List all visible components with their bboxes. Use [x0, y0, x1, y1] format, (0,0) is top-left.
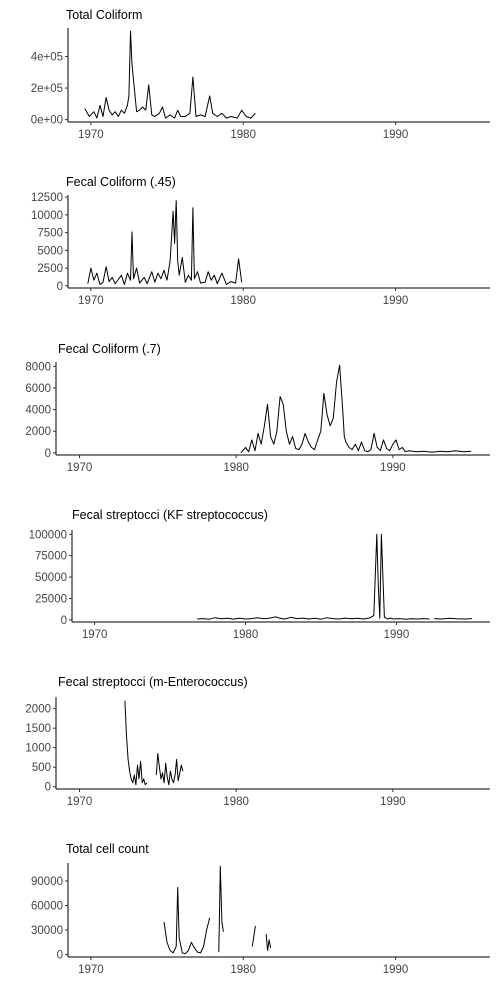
y-tick-label: 5000	[37, 245, 63, 257]
x-tick-label: 1990	[380, 462, 406, 474]
panel-4: Fecal streptocci (KF streptococcus) 0 2500…	[29, 508, 490, 641]
y-tick-label: 0	[45, 782, 51, 794]
y-tick-label: 500	[32, 762, 51, 774]
y-tick-label: 100000	[29, 529, 67, 541]
series-line	[124, 700, 148, 786]
x-tick-label: 1980	[233, 629, 259, 641]
y-tick-label: 2e+05	[31, 83, 63, 95]
x-tick-label: 1980	[230, 129, 256, 141]
y-tick-label: 75000	[35, 551, 67, 563]
x-tick-label: 1970	[78, 964, 104, 976]
y-tick-label: 2000	[25, 704, 51, 716]
panel-title: Fecal Coliform (.45)	[66, 175, 176, 189]
y-tick-label: 1500	[25, 723, 51, 735]
x-tick-label: 1980	[223, 462, 249, 474]
y-tick-label: 7500	[37, 228, 63, 240]
x-tick-label: 1980	[230, 964, 256, 976]
x-tick-label: 1970	[67, 796, 93, 808]
y-tick-label: 2000	[25, 426, 51, 438]
panel-3: Fecal Coliform (.7) 0 2000 4000 6000 8000 1970…	[25, 342, 490, 474]
y-tick-label: 2500	[37, 263, 63, 275]
panel-5: Fecal streptocci (m-Enterococcus) 0 500 100…	[25, 675, 490, 808]
y-tick-label: 0e+00	[31, 115, 63, 127]
x-tick-label: 1970	[82, 629, 108, 641]
y-tick-label: 0	[57, 281, 63, 293]
y-tick-label: 1000	[25, 743, 51, 755]
y-tick-label: 30000	[31, 925, 63, 937]
x-tick-label: 1970	[78, 129, 104, 141]
x-tick-label: 1990	[383, 295, 409, 307]
panel-2: Fecal Coliform (.45) 0 2500 5000 7500 10000 12…	[31, 175, 490, 307]
y-tick-label: 0	[57, 950, 63, 962]
x-tick-label: 1970	[67, 462, 93, 474]
series-line	[163, 887, 211, 955]
series-line	[84, 30, 256, 119]
panel-1: Total Coliform 0e+00 2e+05 4e+05 1970 1980 199…	[31, 8, 490, 141]
y-tick-label: 50000	[35, 572, 67, 584]
x-tick-label: 1990	[384, 629, 410, 641]
y-tick-label: 8000	[25, 361, 51, 373]
y-tick-label: 6000	[25, 383, 51, 395]
series-line	[197, 533, 430, 620]
y-tick-label: 4000	[25, 405, 51, 417]
y-tick-label: 12500	[31, 192, 63, 204]
panel-title: Fecal Coliform (.7)	[58, 342, 161, 356]
x-tick-label: 1980	[230, 295, 256, 307]
y-tick-label: 25000	[35, 593, 67, 605]
panel-title: Fecal streptocci (KF streptococcus)	[72, 508, 268, 522]
series-line	[240, 364, 472, 454]
x-tick-label: 1990	[383, 129, 409, 141]
y-tick-label: 4e+05	[31, 51, 63, 63]
y-tick-label: 0	[45, 448, 51, 460]
series-line	[265, 934, 272, 951]
panel-6: Total cell count 0 30000 60000 90000 1970 1980…	[31, 842, 490, 976]
series-line	[87, 200, 243, 285]
panel-title: Fecal streptocci (m-Enterococcus)	[58, 675, 248, 689]
series-line	[155, 753, 184, 786]
x-tick-label: 1970	[78, 295, 104, 307]
y-tick-label: 0	[61, 615, 67, 627]
y-tick-label: 90000	[31, 876, 63, 888]
series-line	[218, 865, 224, 953]
y-tick-label: 60000	[31, 901, 63, 913]
x-tick-label: 1980	[223, 796, 249, 808]
series-line	[434, 617, 472, 620]
x-tick-label: 1990	[383, 964, 409, 976]
panel-title: Total Coliform	[66, 8, 142, 22]
series-line	[251, 925, 256, 947]
x-tick-label: 1990	[380, 796, 406, 808]
panel-title: Total cell count	[66, 842, 149, 856]
y-tick-label: 10000	[31, 210, 63, 222]
